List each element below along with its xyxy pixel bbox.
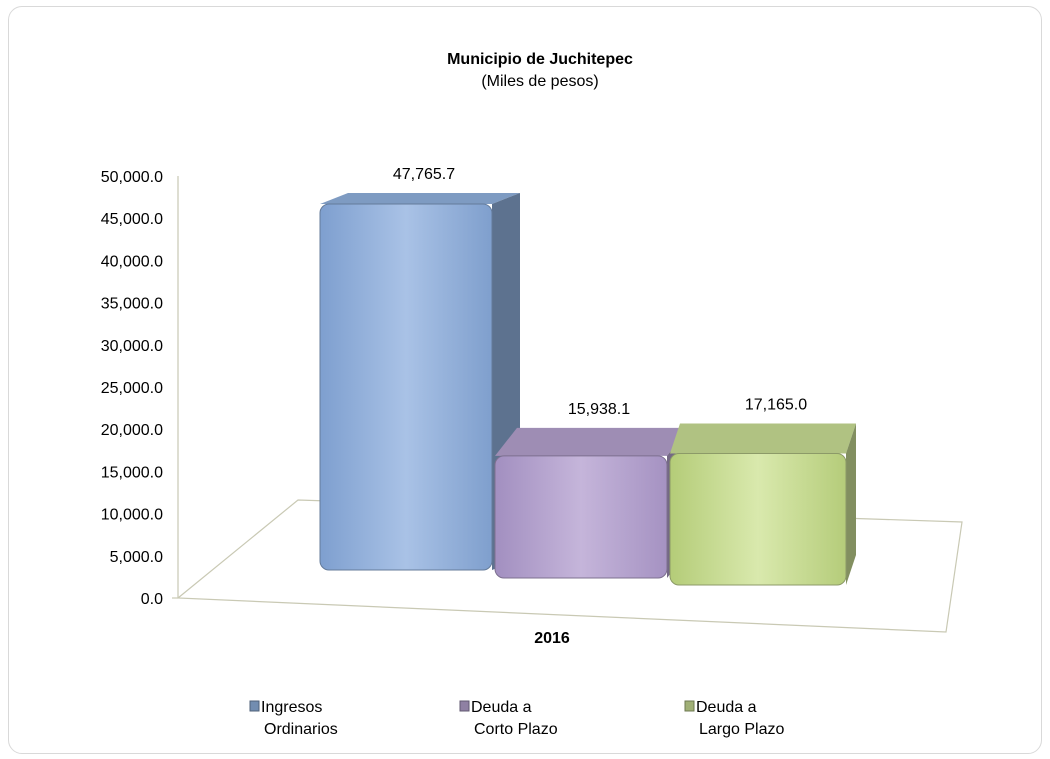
legend-swatch: [459, 700, 470, 712]
chart-subtitle: (Miles de pesos): [481, 73, 598, 90]
y-tick-label: 20,000.0: [101, 422, 163, 439]
legend-label: Ingresos: [261, 699, 322, 716]
bars: [319, 192, 856, 586]
data-label: 47,765.7: [393, 166, 455, 183]
legend-swatch: [249, 700, 260, 712]
data-label: 17,165.0: [745, 396, 807, 413]
chart-title: Municipio de Juchitepec: [447, 51, 633, 68]
bar-top-face: [495, 427, 689, 456]
legend-label: Deuda a: [471, 699, 532, 716]
legend-item: Deuda a Largo Plazo: [684, 699, 784, 738]
data-labels: 47,765.7 15,938.1 17,165.0: [393, 166, 807, 418]
bar-front-face: [669, 452, 847, 586]
y-tick-label: 5,000.0: [110, 549, 163, 566]
legend-label: Deuda a: [696, 699, 757, 716]
bar-3: [669, 423, 856, 586]
x-category-label: 2016: [534, 630, 570, 647]
legend-label: Ordinarios: [264, 721, 338, 738]
bar-side-face: [846, 423, 856, 585]
y-tick-label: 0.0: [141, 591, 163, 608]
bar-2: [494, 427, 689, 579]
legend-label: Corto Plazo: [474, 721, 558, 738]
y-tick-label: 45,000.0: [101, 211, 163, 228]
bar-top-face: [670, 423, 856, 454]
legend-label: Largo Plazo: [699, 721, 784, 738]
bar-front-face: [319, 203, 493, 571]
chart-floor: [172, 176, 963, 633]
bar-front-face: [494, 455, 668, 579]
legend-item: Ingresos Ordinarios: [249, 699, 338, 738]
legend-item: Deuda a Corto Plazo: [459, 699, 558, 738]
y-tick-label: 25,000.0: [101, 380, 163, 397]
y-tick-label: 30,000.0: [101, 338, 163, 355]
data-label: 15,938.1: [568, 401, 630, 418]
y-axis-ticks: 0.0 5,000.0 10,000.0 15,000.0 20,000.0 25,000…: [101, 169, 163, 608]
y-tick-label: 35,000.0: [101, 296, 163, 313]
y-tick-label: 50,000.0: [101, 169, 163, 186]
y-tick-label: 40,000.0: [101, 253, 163, 270]
bar-1: [319, 192, 520, 571]
y-tick-label: 15,000.0: [101, 464, 163, 481]
bar-top-face: [320, 192, 520, 204]
chart-frame: [8, 6, 1042, 754]
legend-swatch: [684, 700, 695, 712]
y-tick-label: 10,000.0: [101, 507, 163, 524]
